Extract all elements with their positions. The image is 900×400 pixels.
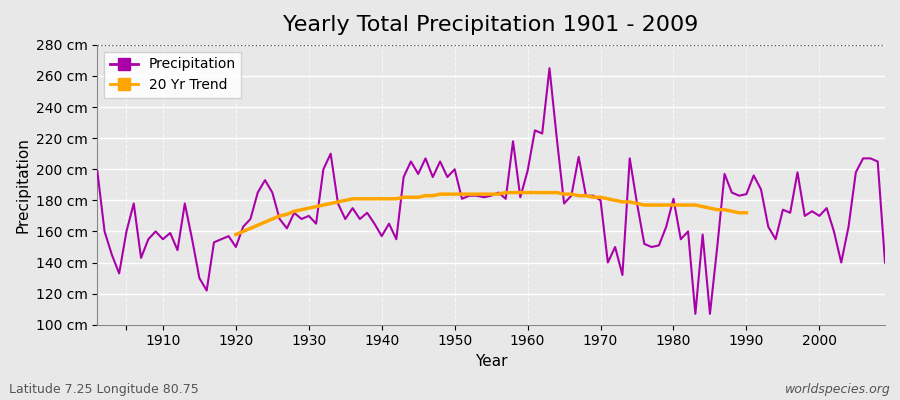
- Text: worldspecies.org: worldspecies.org: [785, 383, 891, 396]
- Legend: Precipitation, 20 Yr Trend: Precipitation, 20 Yr Trend: [104, 52, 241, 98]
- Text: Latitude 7.25 Longitude 80.75: Latitude 7.25 Longitude 80.75: [9, 383, 199, 396]
- Y-axis label: Precipitation: Precipitation: [15, 137, 30, 233]
- X-axis label: Year: Year: [475, 354, 508, 369]
- Title: Yearly Total Precipitation 1901 - 2009: Yearly Total Precipitation 1901 - 2009: [284, 15, 698, 35]
